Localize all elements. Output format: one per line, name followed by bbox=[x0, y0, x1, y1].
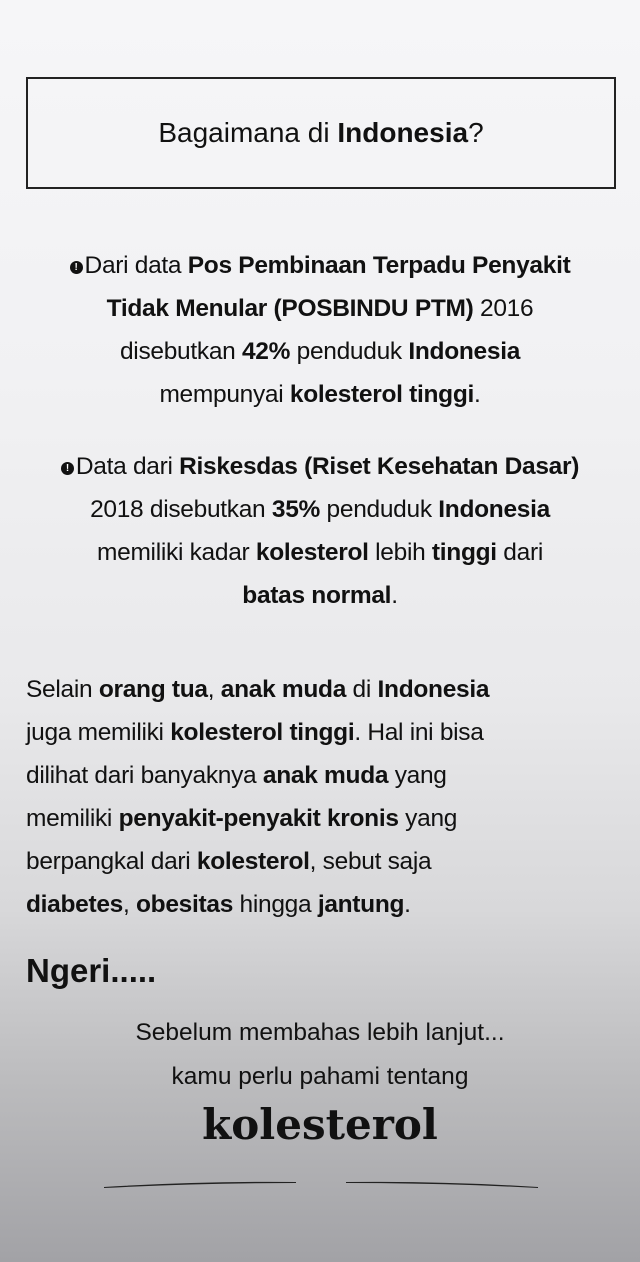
text: . Hal ini bisa bbox=[354, 719, 484, 746]
text: di bbox=[346, 676, 378, 703]
text: , bbox=[207, 676, 221, 703]
bold-text: kolesterol bbox=[255, 539, 369, 566]
text: memiliki bbox=[26, 805, 119, 832]
text: . bbox=[391, 582, 398, 609]
text: . bbox=[474, 381, 481, 408]
text: berpangkal dari bbox=[26, 848, 197, 875]
intro-text: Sebelum membahas lebih lanjut... kamu pe… bbox=[0, 1011, 640, 1099]
bold-text: Tidak Menular (POSBINDU PTM) bbox=[106, 295, 474, 322]
bold-text: obesitas bbox=[136, 891, 234, 918]
text-line: diabetes, obesitas hingga jantung. bbox=[26, 883, 626, 926]
text: 2016 bbox=[473, 295, 534, 322]
bold-text: anak muda bbox=[220, 676, 347, 703]
bold-text: diabetes bbox=[26, 891, 123, 918]
page-title: Bagaimana di Indonesia? bbox=[158, 117, 483, 149]
fact-posbindu: ! Dari data Pos Pembinaan Terpadu Penyaki… bbox=[14, 244, 626, 416]
text: dilihat dari banyaknya bbox=[26, 762, 263, 789]
text-line: disebutkan 42% penduduk Indonesia bbox=[14, 330, 626, 373]
bold-text: kolesterol bbox=[196, 848, 310, 875]
text-line: berpangkal dari kolesterol, sebut saja bbox=[26, 840, 626, 883]
text: Data dari bbox=[75, 453, 180, 480]
bold-text: Indonesia bbox=[408, 338, 521, 365]
text: lebih bbox=[368, 539, 432, 566]
text: dari bbox=[496, 539, 543, 566]
text: 2018 disebutkan bbox=[90, 496, 272, 523]
text-line: dilihat dari banyaknya anak muda yang bbox=[26, 754, 626, 797]
bold-text: 35% bbox=[271, 496, 321, 523]
bold-text: kolesterol tinggi bbox=[170, 719, 355, 746]
text: yang bbox=[398, 805, 458, 832]
bold-text: batas normal bbox=[242, 582, 392, 609]
bold-text: tinggi bbox=[431, 539, 497, 566]
text: Bagaimana di bbox=[158, 117, 338, 148]
bold-text: jantung bbox=[317, 891, 405, 918]
title-box: Bagaimana di Indonesia? bbox=[26, 77, 616, 189]
text: penduduk bbox=[320, 496, 439, 523]
text-line: ! Dari data Pos Pembinaan Terpadu Penyaki… bbox=[14, 244, 626, 287]
text: memiliki kadar bbox=[97, 539, 256, 566]
text: mempunyai bbox=[159, 381, 290, 408]
text: . bbox=[404, 891, 411, 918]
text: yang bbox=[388, 762, 447, 789]
divider-left bbox=[104, 1181, 296, 1188]
bold-text: Indonesia bbox=[377, 676, 490, 703]
text: juga memiliki bbox=[26, 719, 171, 746]
bold-text: Indonesia bbox=[337, 117, 469, 148]
bold-text: kolesterol tinggi bbox=[289, 381, 475, 408]
text-line: mempunyai kolesterol tinggi. bbox=[14, 373, 626, 416]
young-people-paragraph: Selain orang tua, anak muda di Indonesia… bbox=[26, 668, 626, 926]
exclamation: Ngeri..... bbox=[26, 952, 157, 989]
info-bullet-icon: ! bbox=[60, 462, 74, 475]
text-line: memiliki penyakit-penyakit kronis yang bbox=[26, 797, 626, 840]
intro-line: kamu perlu pahami tentang bbox=[171, 1063, 469, 1090]
bold-text: penyakit-penyakit kronis bbox=[118, 805, 399, 832]
intro-line: Sebelum membahas lebih lanjut... bbox=[135, 1019, 505, 1046]
text-line: Tidak Menular (POSBINDU PTM) 2016 bbox=[14, 287, 626, 330]
bold-text: anak muda bbox=[262, 762, 389, 789]
text-line: batas normal. bbox=[14, 574, 626, 617]
text: ? bbox=[468, 117, 484, 148]
text-line: Selain orang tua, anak muda di Indonesia bbox=[26, 668, 626, 711]
text: , sebut saja bbox=[309, 848, 432, 875]
bold-text: Riskesdas (Riset Kesehatan Dasar) bbox=[179, 453, 580, 480]
text-line: juga memiliki kolesterol tinggi. Hal ini… bbox=[26, 711, 626, 754]
bold-text: 42% bbox=[241, 338, 291, 365]
text: Selain bbox=[26, 676, 99, 703]
headline: kolesterol bbox=[202, 1100, 438, 1149]
bold-text: Pos Pembinaan Terpadu Penyakit bbox=[187, 252, 571, 279]
text: Dari data bbox=[84, 252, 188, 279]
bold-text: Indonesia bbox=[438, 496, 550, 523]
text: penduduk bbox=[290, 338, 409, 365]
text: disebutkan bbox=[119, 338, 242, 365]
fact-riskesdas: ! Data dari Riskesdas (Riset Kesehatan Da… bbox=[14, 445, 626, 617]
text-line: memiliki kadar kolesterol lebih tinggi d… bbox=[14, 531, 626, 574]
text: , bbox=[123, 891, 137, 918]
text: hingga bbox=[233, 891, 318, 918]
text-line: ! Data dari Riskesdas (Riset Kesehatan Da… bbox=[14, 445, 626, 488]
text-line: 2018 disebutkan 35% penduduk Indonesia bbox=[14, 488, 626, 531]
divider-right bbox=[346, 1181, 538, 1188]
info-bullet-icon: ! bbox=[69, 261, 83, 274]
bold-text: orang tua bbox=[98, 676, 208, 703]
